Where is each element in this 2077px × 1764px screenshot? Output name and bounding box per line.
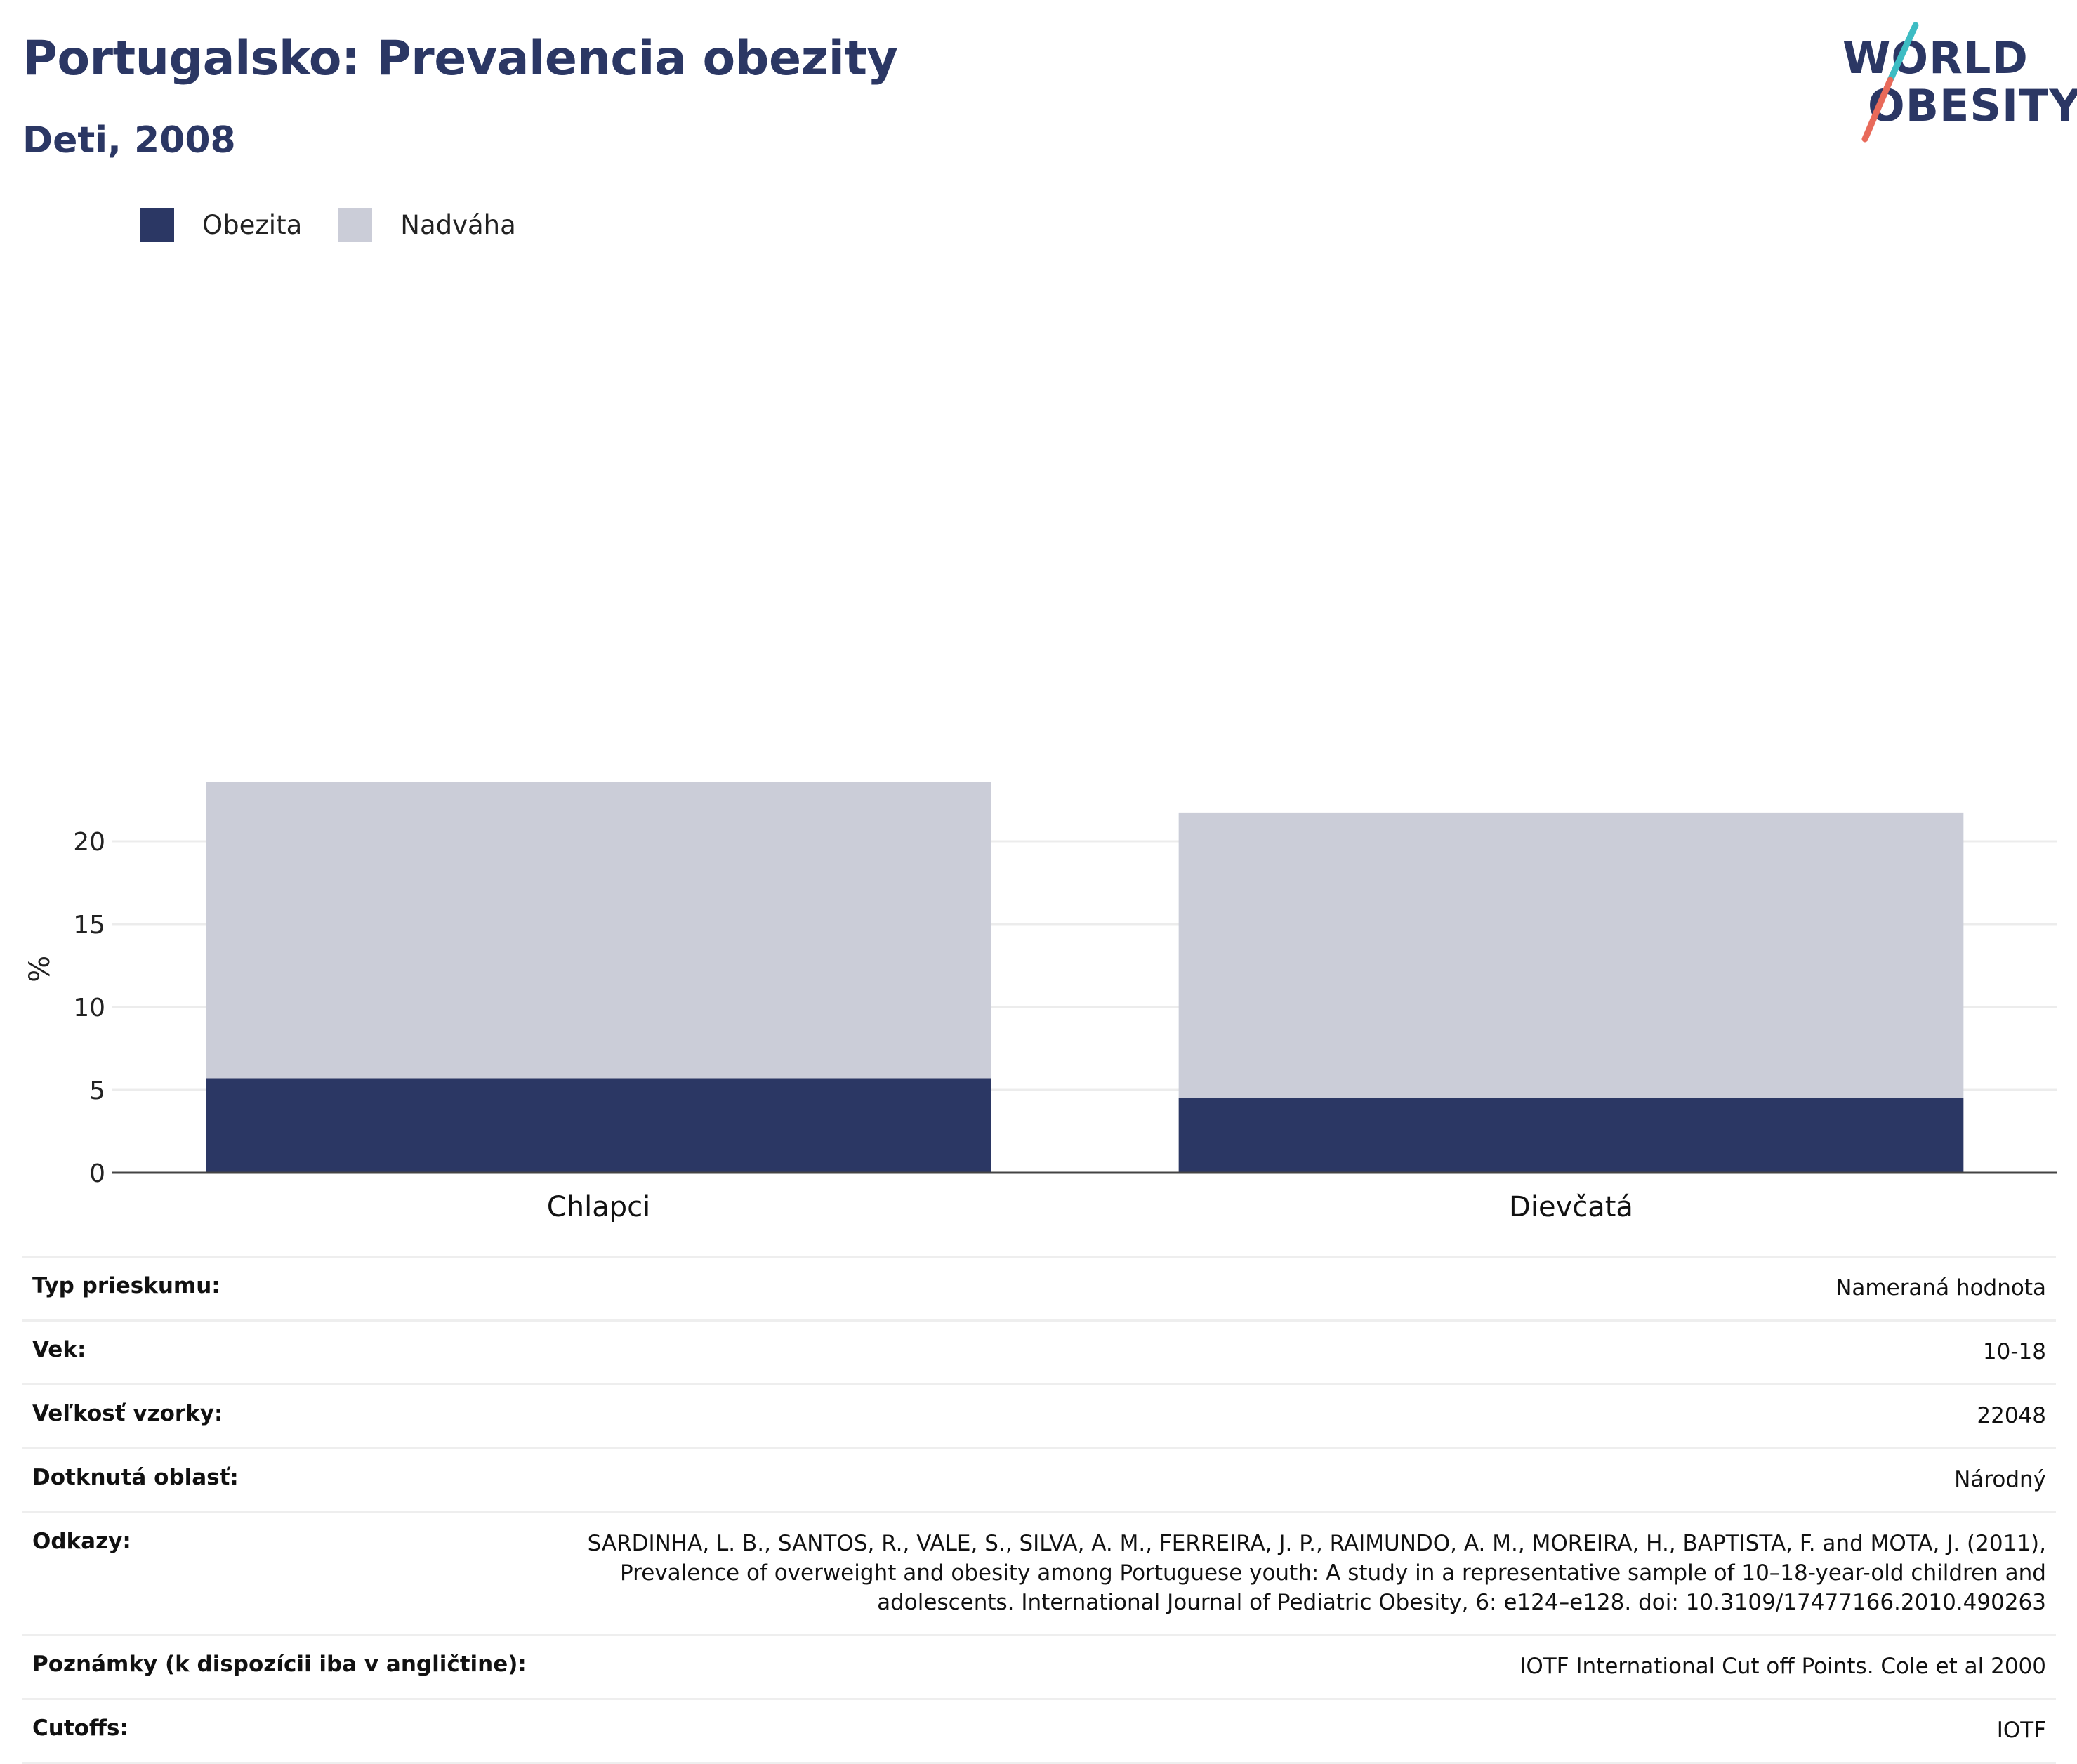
info-row-value: Národný [536,1447,2056,1513]
legend-item-obezita: Obezita [140,208,302,242]
info-row: Poznámky (k dispozícii iba v angličtine)… [22,1634,2056,1700]
y-tick-label: 20 [73,828,105,857]
world-obesity-logo: WORLD OBESITY [1833,20,2077,146]
info-row: Typ prieskumu: Nameraná hodnota [22,1256,2056,1322]
y-axis-label: % [24,956,56,982]
info-row-value: 10-18 [536,1319,2056,1385]
info-row-label: Veľkosť vzorky: [22,1383,536,1449]
info-row: Odkazy: SARDINHA, L. B., SANTOS, R., VALE… [22,1511,2056,1636]
legend-item-nadvaha: Nadváha [338,208,516,242]
info-row-label: Poznámky (k dispozícii iba v angličtine)… [22,1634,536,1700]
legend-label-nadvaha: Nadváha [400,209,516,240]
info-row-value: 22048 [536,1383,2056,1449]
info-row: Vek: 10-18 [22,1319,2056,1385]
info-row-value: IOTF International Cut off Points. Cole … [536,1634,2056,1700]
chart-subtitle: Deti, 2008 [22,119,236,162]
y-tick-label: 5 [89,1077,105,1105]
info-row: Veľkosť vzorky: 22048 [22,1383,2056,1449]
info-row-value: IOTF [536,1698,2056,1764]
chart-title: Portugalsko: Prevalencia obezity [22,31,898,86]
logo-word-world: WORLD [1842,32,2029,84]
x-tick-label: Chlapci [547,1191,650,1222]
y-tick-label: 15 [73,911,105,940]
y-tick-label: 0 [89,1159,105,1188]
legend-swatch-obezita [140,208,174,242]
legend-label-obezita: Obezita [202,209,303,240]
bar-obezita-0 [206,1078,991,1173]
info-row: Cutoffs: IOTF [22,1698,2056,1764]
bar-nadvha-0 [206,782,991,1079]
info-row-label: Vek: [22,1319,536,1385]
y-tick-label: 10 [73,994,105,1022]
survey-info-table: Typ prieskumu: Nameraná hodnota Vek: 10-18 V… [22,1256,2056,1764]
x-tick-label: Dievčatá [1509,1191,1633,1222]
chart-legend: Obezita Nadváha [140,208,553,242]
legend-swatch-nadvaha [338,208,373,242]
bar-obezita-1 [1178,1098,1964,1173]
info-row-label: Dotknutá oblasť: [22,1447,536,1513]
bar-nadvha-1 [1178,812,1964,1098]
info-row-label: Odkazy: [22,1511,536,1636]
logo-slash-icon [1861,22,1919,143]
logo-word-obesity: OBESITY [1868,80,2077,131]
info-row-label: Cutoffs: [22,1698,536,1764]
info-row-label: Typ prieskumu: [22,1256,536,1322]
info-row-value: SARDINHA, L. B., SANTOS, R., VALE, S., S… [536,1511,2056,1636]
info-row: Dotknutá oblasť: Národný [22,1447,2056,1513]
info-row-value: Nameraná hodnota [536,1256,2056,1322]
bar-chart: 0 5 10 15 20% Chlapci Dievčatá [24,782,2057,1222]
